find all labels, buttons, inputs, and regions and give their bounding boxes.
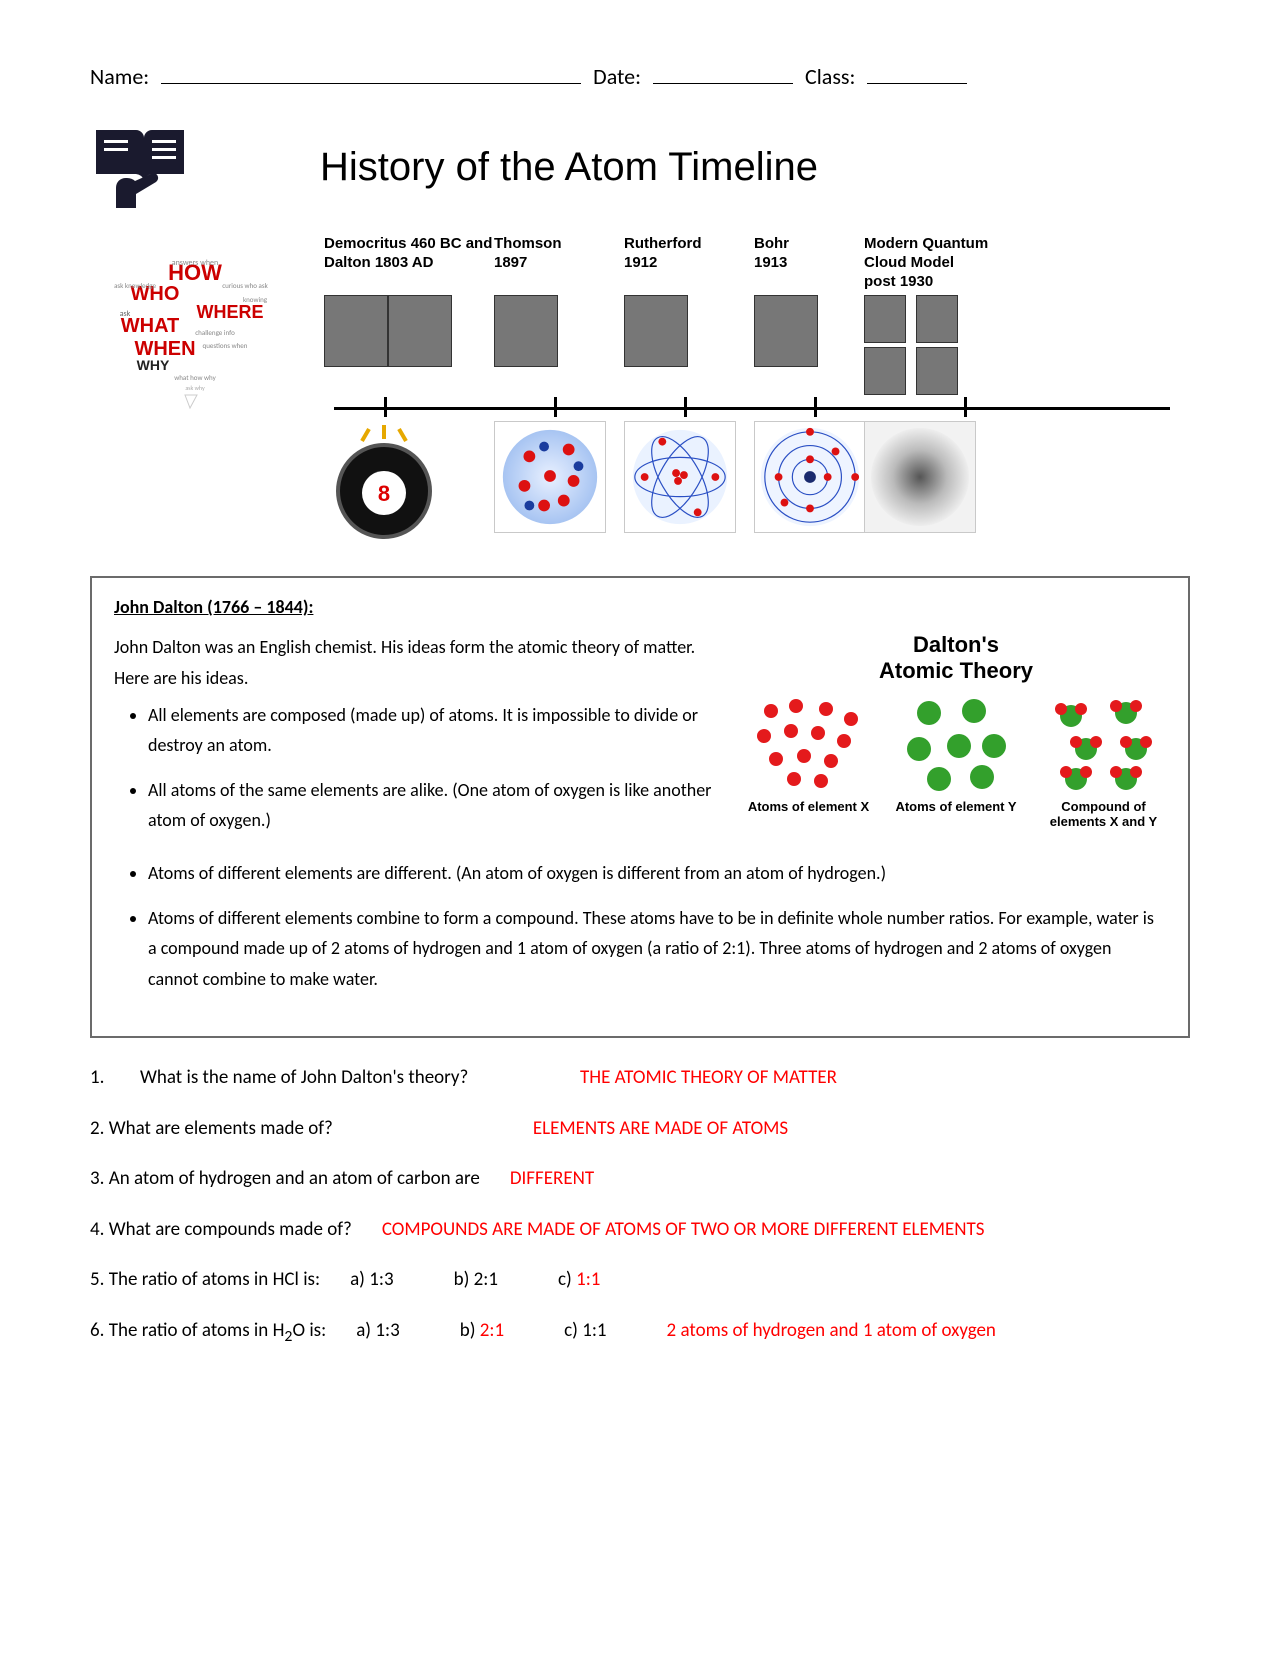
- portrait-modern-2: [916, 295, 958, 343]
- bullet-2: All atoms of the same elements are alike…: [148, 775, 726, 836]
- wordcloud-graphic: HOW WHO WHERE WHAT WHEN WHY answers when…: [90, 235, 300, 415]
- svg-text:8: 8: [378, 481, 390, 506]
- model-quantum: [864, 421, 1034, 546]
- questions-section: 1. What is the name of John Dalton's the…: [90, 1064, 1190, 1348]
- question-3: 3. An atom of hydrogen and an atom of ca…: [90, 1165, 1190, 1194]
- portrait-thomson: [494, 295, 558, 367]
- timeline-axis: [324, 397, 1190, 417]
- title-row: History of the Atom Timeline: [90, 120, 1190, 215]
- class-label: Class:: [805, 63, 855, 90]
- question-2: 2. What are elements made of? ELEMENTS A…: [90, 1115, 1190, 1144]
- answer-3: DIFFERENT: [510, 1165, 594, 1194]
- q6-extra: 2 atoms of hydrogen and 1 atom of oxygen: [667, 1317, 996, 1346]
- q6-option-a[interactable]: a) 1:3: [356, 1317, 400, 1346]
- question-4: 4. What are compounds made of? COMPOUNDS…: [90, 1216, 1190, 1245]
- tl-label-3: Rutherford1912: [624, 235, 754, 291]
- svg-text:ask why: ask why: [185, 384, 205, 392]
- bullet-3: Atoms of different elements are differen…: [148, 858, 1166, 889]
- svg-text:questions when: questions when: [203, 341, 248, 350]
- question-6: 6. The ratio of atoms in H2O is: a) 1:3 …: [90, 1317, 1190, 1349]
- timeline-section: HOW WHO WHERE WHAT WHEN WHY answers when…: [90, 235, 1190, 546]
- q5-option-b[interactable]: b) 2:1: [454, 1266, 498, 1295]
- info-text-top: John Dalton was an English chemist. His …: [114, 632, 726, 850]
- tl-label-2: Thomson1897: [494, 235, 624, 291]
- tl-label-4: Bohr1913: [754, 235, 864, 291]
- svg-text:ask: ask: [120, 309, 131, 319]
- dalton-info-box: John Dalton (1766 – 1844): John Dalton w…: [90, 576, 1190, 1038]
- tl-label-5: Modern Quantum Cloud Modelpost 1930: [864, 235, 1034, 291]
- timeline-portraits: [324, 295, 1190, 395]
- answer-2: ELEMENTS ARE MADE OF ATOMS: [533, 1115, 788, 1144]
- bullet-1: All elements are composed (made up) of a…: [148, 700, 726, 761]
- bullet-4: Atoms of different elements combine to f…: [148, 903, 1166, 995]
- timeline-labels: Democritus 460 BC and Dalton 1803 AD Tho…: [324, 235, 1190, 291]
- q6-option-c[interactable]: c) 1:1: [564, 1317, 606, 1346]
- portrait-dalton: [388, 295, 452, 367]
- page-title: History of the Atom Timeline: [320, 145, 818, 190]
- q5-option-a[interactable]: a) 1:3: [350, 1266, 394, 1295]
- svg-text:answers when: answers when: [172, 258, 218, 268]
- svg-text:curious who ask: curious who ask: [222, 281, 268, 290]
- model-rutherford: [624, 421, 754, 546]
- svg-text:ask knowledge: ask knowledge: [114, 281, 156, 290]
- date-label: Date:: [593, 63, 641, 90]
- info-intro: John Dalton was an English chemist. His …: [114, 632, 726, 693]
- date-field-line[interactable]: [653, 60, 793, 84]
- timeline-models: 8: [324, 421, 1190, 546]
- svg-text:knowing: knowing: [243, 295, 268, 304]
- question-1: 1. What is the name of John Dalton's the…: [90, 1064, 1190, 1093]
- open-book-hand-icon: [90, 120, 190, 215]
- header-row: Name: Date: Class:: [90, 60, 1190, 90]
- answer-4: COMPOUNDS ARE MADE OF ATOMS OF TWO OR MO…: [382, 1216, 985, 1245]
- portrait-democritus: [324, 295, 388, 367]
- portrait-bohr: [754, 295, 818, 367]
- class-field-line[interactable]: [867, 60, 967, 84]
- dalton-theory-illustration: Dalton'sAtomic Theory Atoms of element X…: [746, 632, 1166, 850]
- svg-text:what how why: what how why: [174, 373, 216, 382]
- svg-text:challenge info: challenge info: [195, 328, 235, 337]
- svg-text:WHERE: WHERE: [197, 302, 264, 322]
- portrait-modern-4: [916, 347, 958, 395]
- q5-option-c[interactable]: c) 1:1: [558, 1266, 600, 1295]
- answer-1: THE ATOMIC THEORY OF MATTER: [580, 1064, 837, 1093]
- name-label: Name:: [90, 63, 149, 90]
- q6-option-b[interactable]: b) 2:1: [460, 1317, 504, 1346]
- info-heading: John Dalton (1766 – 1844):: [114, 596, 1166, 618]
- model-thomson: [494, 421, 624, 546]
- svg-text:WHY: WHY: [137, 357, 170, 373]
- tl-label-1: Democritus 460 BC and Dalton 1803 AD: [324, 235, 494, 291]
- model-bohr: [754, 421, 864, 546]
- portrait-modern-3: [864, 347, 906, 395]
- portrait-modern-1: [864, 295, 906, 343]
- portrait-rutherford: [624, 295, 688, 367]
- timeline-block: Democritus 460 BC and Dalton 1803 AD Tho…: [324, 235, 1190, 546]
- model-dalton: 8: [324, 421, 494, 546]
- name-field-line[interactable]: [161, 60, 581, 84]
- question-5: 5. The ratio of atoms in HCl is: a) 1:3 …: [90, 1266, 1190, 1295]
